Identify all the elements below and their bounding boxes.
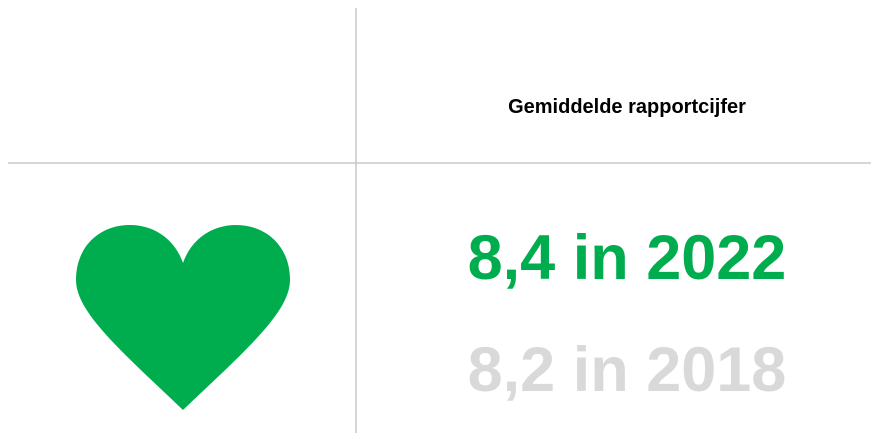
previous-score: 8,2 in 2018: [468, 335, 787, 405]
current-score: 8,4 in 2022: [468, 223, 787, 293]
heart-icon: [76, 225, 290, 410]
header-title: Gemiddelde rapportcijfer: [508, 96, 746, 118]
